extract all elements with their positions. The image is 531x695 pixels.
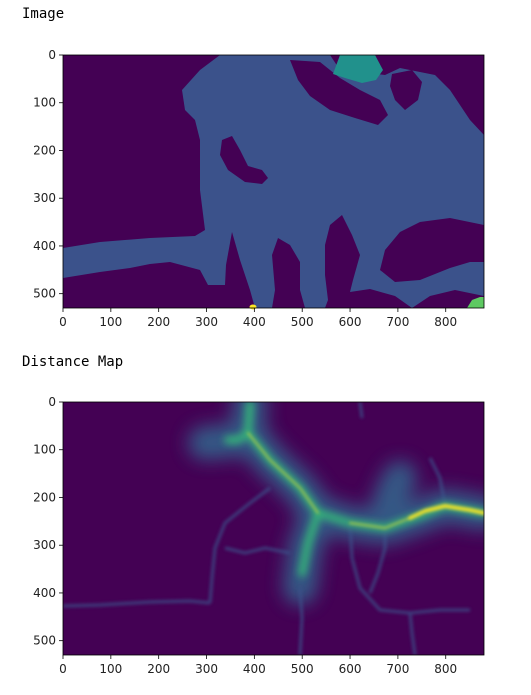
image-x-tick-label: 200 — [147, 315, 170, 329]
distance-axes-frame — [62, 401, 485, 656]
cell-title-image: Image — [22, 6, 65, 22]
image-x-tick-label: 700 — [386, 315, 409, 329]
image-hole-left — [220, 136, 268, 184]
image-x-tick-label: 600 — [339, 315, 362, 329]
distance-x-tick-label: 300 — [195, 662, 218, 676]
image-x-tick-label: 0 — [59, 315, 67, 329]
distance-peak — [247, 432, 484, 529]
image-y-tick-label: 100 — [33, 96, 56, 110]
distance-heatmap — [63, 402, 484, 655]
image-y-tick-label: 0 — [48, 48, 56, 62]
image-corner-blob — [467, 297, 484, 308]
image-x-tick-label: 300 — [195, 315, 218, 329]
distance-map-plot: 0 100 200 300 400 500 600 700 800 0 100 200 300 400 50… — [33, 395, 485, 676]
image-dot — [249, 304, 257, 310]
distance-x-tick-label: 600 — [339, 662, 362, 676]
image-axes: 0 100 200 300 400 500 600 700 800 0 100 200 300 400 50… — [33, 48, 457, 329]
distance-x-tick-label: 800 — [434, 662, 457, 676]
image-y-tick-label: 300 — [33, 191, 56, 205]
image-y-tick-label: 500 — [33, 287, 56, 301]
distance-y-tick-label: 400 — [33, 586, 56, 600]
distance-y-tick-label: 0 — [48, 395, 56, 409]
image-top-blob — [333, 55, 383, 83]
distance-branches — [63, 402, 470, 655]
distance-axes: 0 100 200 300 400 500 600 700 800 0 100 200 300 400 50… — [33, 395, 457, 676]
distance-x-tick-label: 400 — [243, 662, 266, 676]
distance-x-tick-label: 700 — [386, 662, 409, 676]
distance-x-tick-label: 500 — [291, 662, 314, 676]
cell-title-distance-map: Distance Map — [22, 354, 124, 370]
distance-y-tick-label: 100 — [33, 443, 56, 457]
image-plot: 0 100 200 300 400 500 600 700 800 0 100 200 300 400 50… — [33, 48, 485, 329]
image-hole-top — [290, 60, 388, 125]
distance-x-tick-label: 200 — [147, 662, 170, 676]
image-hole-topright — [390, 70, 422, 110]
image-x-tick-label: 100 — [99, 315, 122, 329]
image-x-tick-label: 400 — [243, 315, 266, 329]
image-heatmap — [63, 55, 484, 310]
image-axes-frame — [62, 54, 485, 309]
distance-x-tick-label: 100 — [99, 662, 122, 676]
image-y-tick-label: 200 — [33, 143, 56, 157]
image-y-tick-label: 400 — [33, 239, 56, 253]
image-x-tick-label: 500 — [291, 315, 314, 329]
distance-y-tick-label: 300 — [33, 538, 56, 552]
distance-x-tick-label: 0 — [59, 662, 67, 676]
distance-y-tick-label: 200 — [33, 490, 56, 504]
image-x-tick-label: 800 — [434, 315, 457, 329]
distance-y-tick-label: 500 — [33, 634, 56, 648]
